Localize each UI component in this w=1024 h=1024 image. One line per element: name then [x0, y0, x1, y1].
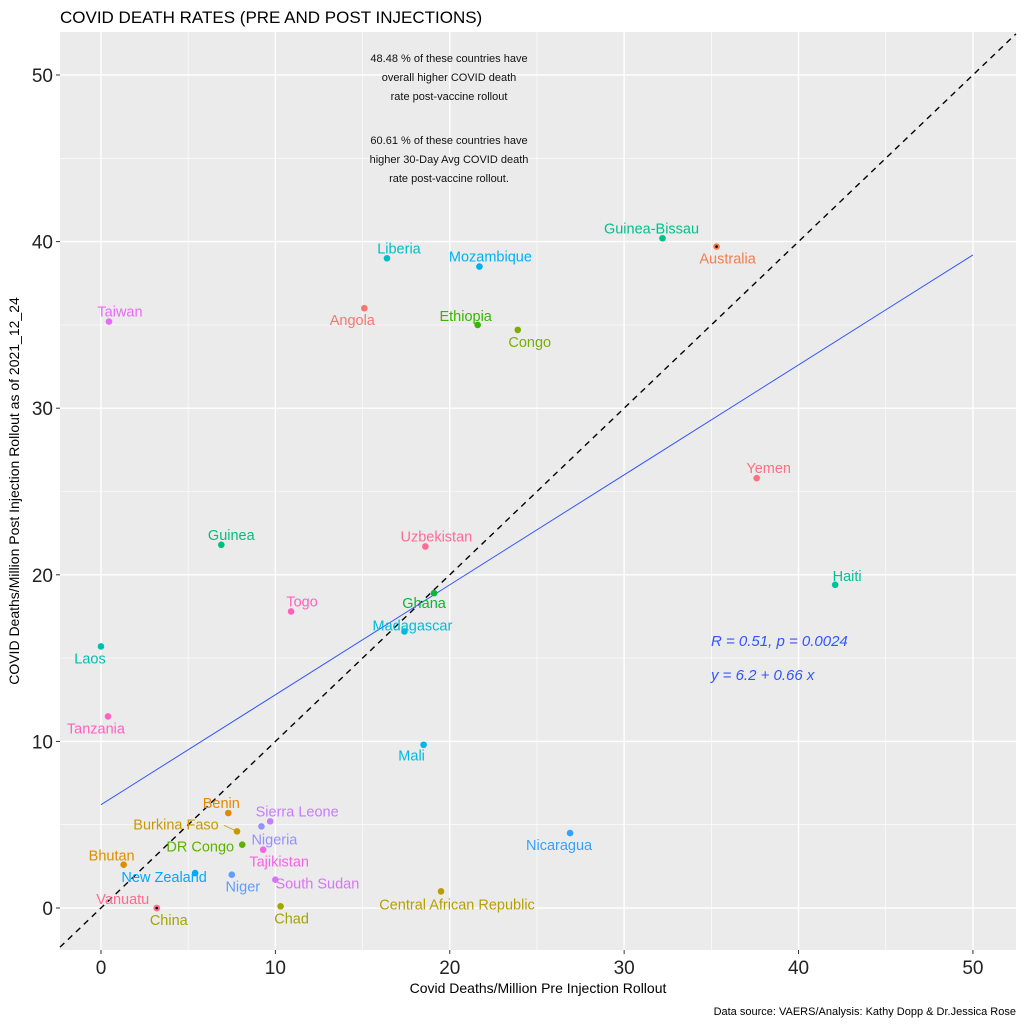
data-point [401, 628, 408, 635]
point-label: Burkina Faso [133, 817, 218, 833]
point-label: Sierra Leone [256, 804, 339, 820]
data-point [224, 809, 232, 817]
annotation-line: 48.48 % of these countries have [370, 53, 527, 65]
grid-lines [60, 32, 1016, 950]
data-point [191, 869, 199, 877]
x-tick-label: 30 [614, 958, 635, 979]
data-point [437, 888, 445, 895]
point-label: Benin [203, 796, 240, 812]
data-point [566, 829, 574, 837]
data-point [233, 828, 241, 835]
point-label: Uzbekistan [400, 529, 472, 545]
data-point [272, 876, 279, 883]
data-point [228, 871, 236, 878]
y-tick-label: 20 [32, 566, 53, 587]
point-label: Laos [74, 651, 105, 667]
data-point [753, 474, 760, 482]
point-label: China [150, 913, 189, 929]
point-label: Nigeria [251, 832, 298, 848]
point-label: Vanuatu [96, 892, 149, 908]
point-label: Guinea-Bissau [604, 221, 699, 237]
data-point [238, 841, 246, 849]
annotation-line: higher 30-Day Avg COVID death [370, 154, 529, 166]
annotation-line: 60.61 % of these countries have [370, 135, 527, 147]
data-point [97, 643, 105, 650]
identity-line [59, 33, 1017, 948]
point-label: DR Congo [166, 840, 234, 856]
point-label: Madagascar [373, 618, 453, 634]
data-points [97, 234, 839, 912]
x-axis-label: Covid Deaths/Million Pre Injection Rollo… [410, 980, 667, 996]
point-label: Guinea [208, 528, 256, 544]
data-point [420, 741, 427, 749]
data-point [259, 846, 267, 854]
annotations: R = 0.51, p = 0.0024 y = 6.2 + 0.66 x 48.4… [370, 53, 848, 684]
point-label: Angola [330, 313, 376, 329]
y-tick-label: 50 [32, 66, 53, 87]
x-tick-label: 10 [265, 958, 286, 979]
point-label: Australia [699, 252, 756, 268]
data-point [104, 713, 112, 720]
label-leader [223, 825, 236, 831]
point-label: South Sudan [275, 877, 359, 893]
point-label: Mali [398, 749, 425, 765]
regression-stats: R = 0.51, p = 0.0024 [711, 633, 848, 650]
point-center-mark [715, 245, 718, 248]
annotation-line: overall higher COVID death [382, 72, 517, 84]
point-label: Chad [274, 911, 309, 927]
point-label: Central African Republic [379, 897, 535, 913]
data-point [422, 543, 429, 550]
data-point [476, 263, 483, 270]
y-tick-label: 30 [32, 399, 53, 420]
y-axis-label: COVID Deaths/Million Post Injection Roll… [6, 297, 22, 685]
point-label: Nicaragua [526, 838, 593, 854]
data-point [831, 581, 839, 589]
fit-lines [59, 33, 1017, 948]
data-point [277, 903, 284, 910]
data-point [120, 861, 127, 868]
point-label: Tajikistan [249, 855, 309, 871]
x-tick-label: 20 [439, 958, 460, 979]
data-point [258, 823, 265, 830]
point-label: Mozambique [449, 250, 532, 266]
regression-line [100, 254, 974, 806]
point-label: New Zealand [121, 870, 206, 886]
caption: Data source: VAERS/Analysis: Kathy Dopp … [714, 1006, 1016, 1018]
axes: 0 10 20 30 40 50 0 10 20 30 40 50 [32, 66, 984, 979]
data-point [659, 234, 666, 242]
x-tick-label: 50 [962, 958, 983, 979]
point-center-mark [155, 906, 159, 910]
point-label: Ethiopia [439, 309, 492, 325]
x-tick-label: 40 [788, 958, 809, 979]
data-point [474, 321, 481, 329]
point-label: Tanzania [67, 721, 126, 737]
data-point [105, 318, 113, 325]
point-label: Ghana [402, 596, 446, 612]
y-tick-label: 0 [42, 899, 53, 920]
annotation-line: rate post-vaccine rollout [391, 91, 508, 103]
point-label: Bhutan [89, 849, 135, 865]
regression-equation: y = 6.2 + 0.66 x [710, 667, 815, 684]
point-label: Liberia [377, 241, 421, 257]
point-label: Togo [286, 594, 317, 610]
y-tick-label: 40 [32, 233, 53, 254]
chart-title: COVID DEATH RATES (PRE AND POST INJECTIO… [60, 8, 482, 27]
point-label: Yemen [746, 461, 791, 477]
y-tick-label: 10 [32, 732, 53, 753]
data-point [266, 818, 274, 825]
point-label: Taiwan [97, 305, 142, 321]
point-label: Niger [225, 880, 260, 896]
data-point [514, 326, 522, 334]
data-point [383, 254, 391, 262]
x-tick-label: 0 [96, 958, 107, 979]
data-point [361, 304, 368, 312]
point-label: Haiti [833, 569, 862, 585]
data-point [430, 589, 438, 597]
point-label: Congo [508, 335, 551, 351]
annotation-line: rate post-vaccine rollout. [389, 173, 509, 185]
data-point [218, 541, 225, 549]
point-labels: Angola Australia Benin Bhutan Burkina Faso Ce… [67, 221, 862, 929]
data-point [287, 608, 295, 615]
